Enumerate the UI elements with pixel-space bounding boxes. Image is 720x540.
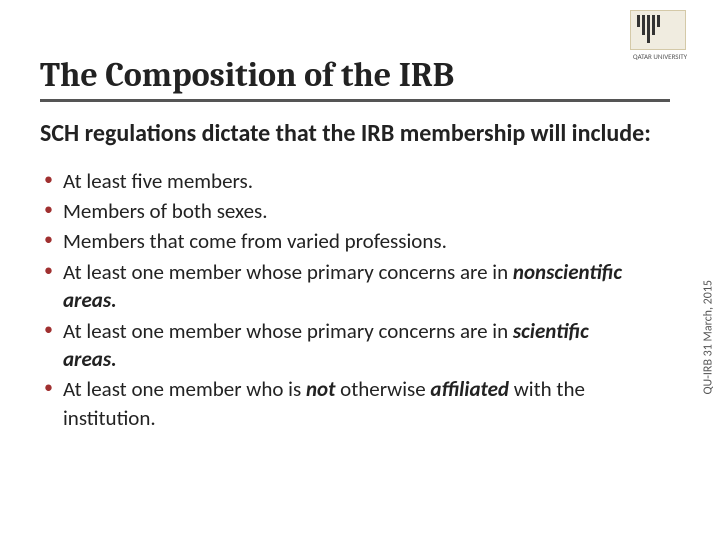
- bullet-list: At least five members.Members of both se…: [40, 167, 670, 434]
- page-title: The Composition of the IRB: [40, 55, 670, 95]
- list-item-text: At least one member who is not otherwise…: [63, 375, 640, 432]
- list-item-text: At least five members.: [63, 167, 253, 195]
- subtitle: SCH regulations dictate that the IRB mem…: [40, 120, 670, 149]
- list-item: At least five members.: [40, 167, 640, 195]
- logo-box: [630, 10, 686, 50]
- list-item: At least one member who is not otherwise…: [40, 375, 640, 432]
- logo-caption: QATAR UNIVERSITY: [630, 52, 690, 61]
- list-item-text: Members that come from varied profession…: [63, 227, 447, 255]
- list-item: Members of both sexes.: [40, 197, 640, 225]
- list-item: At least one member whose primary concer…: [40, 317, 640, 374]
- slide: QATAR UNIVERSITY The Composition of the …: [0, 0, 720, 540]
- list-item-text: At least one member whose primary concer…: [63, 317, 640, 374]
- list-item-text: Members of both sexes.: [63, 197, 268, 225]
- list-item: Members that come from varied profession…: [40, 227, 640, 255]
- side-date-label: QU-IRB 31 March, 2015: [702, 280, 716, 395]
- content-area: At least five members.Members of both se…: [40, 167, 670, 434]
- list-item: At least one member whose primary concer…: [40, 258, 640, 315]
- logo-bars-icon: [637, 15, 660, 43]
- title-underline: [40, 99, 670, 102]
- list-item-text: At least one member whose primary concer…: [63, 258, 640, 315]
- university-logo: QATAR UNIVERSITY: [630, 10, 690, 65]
